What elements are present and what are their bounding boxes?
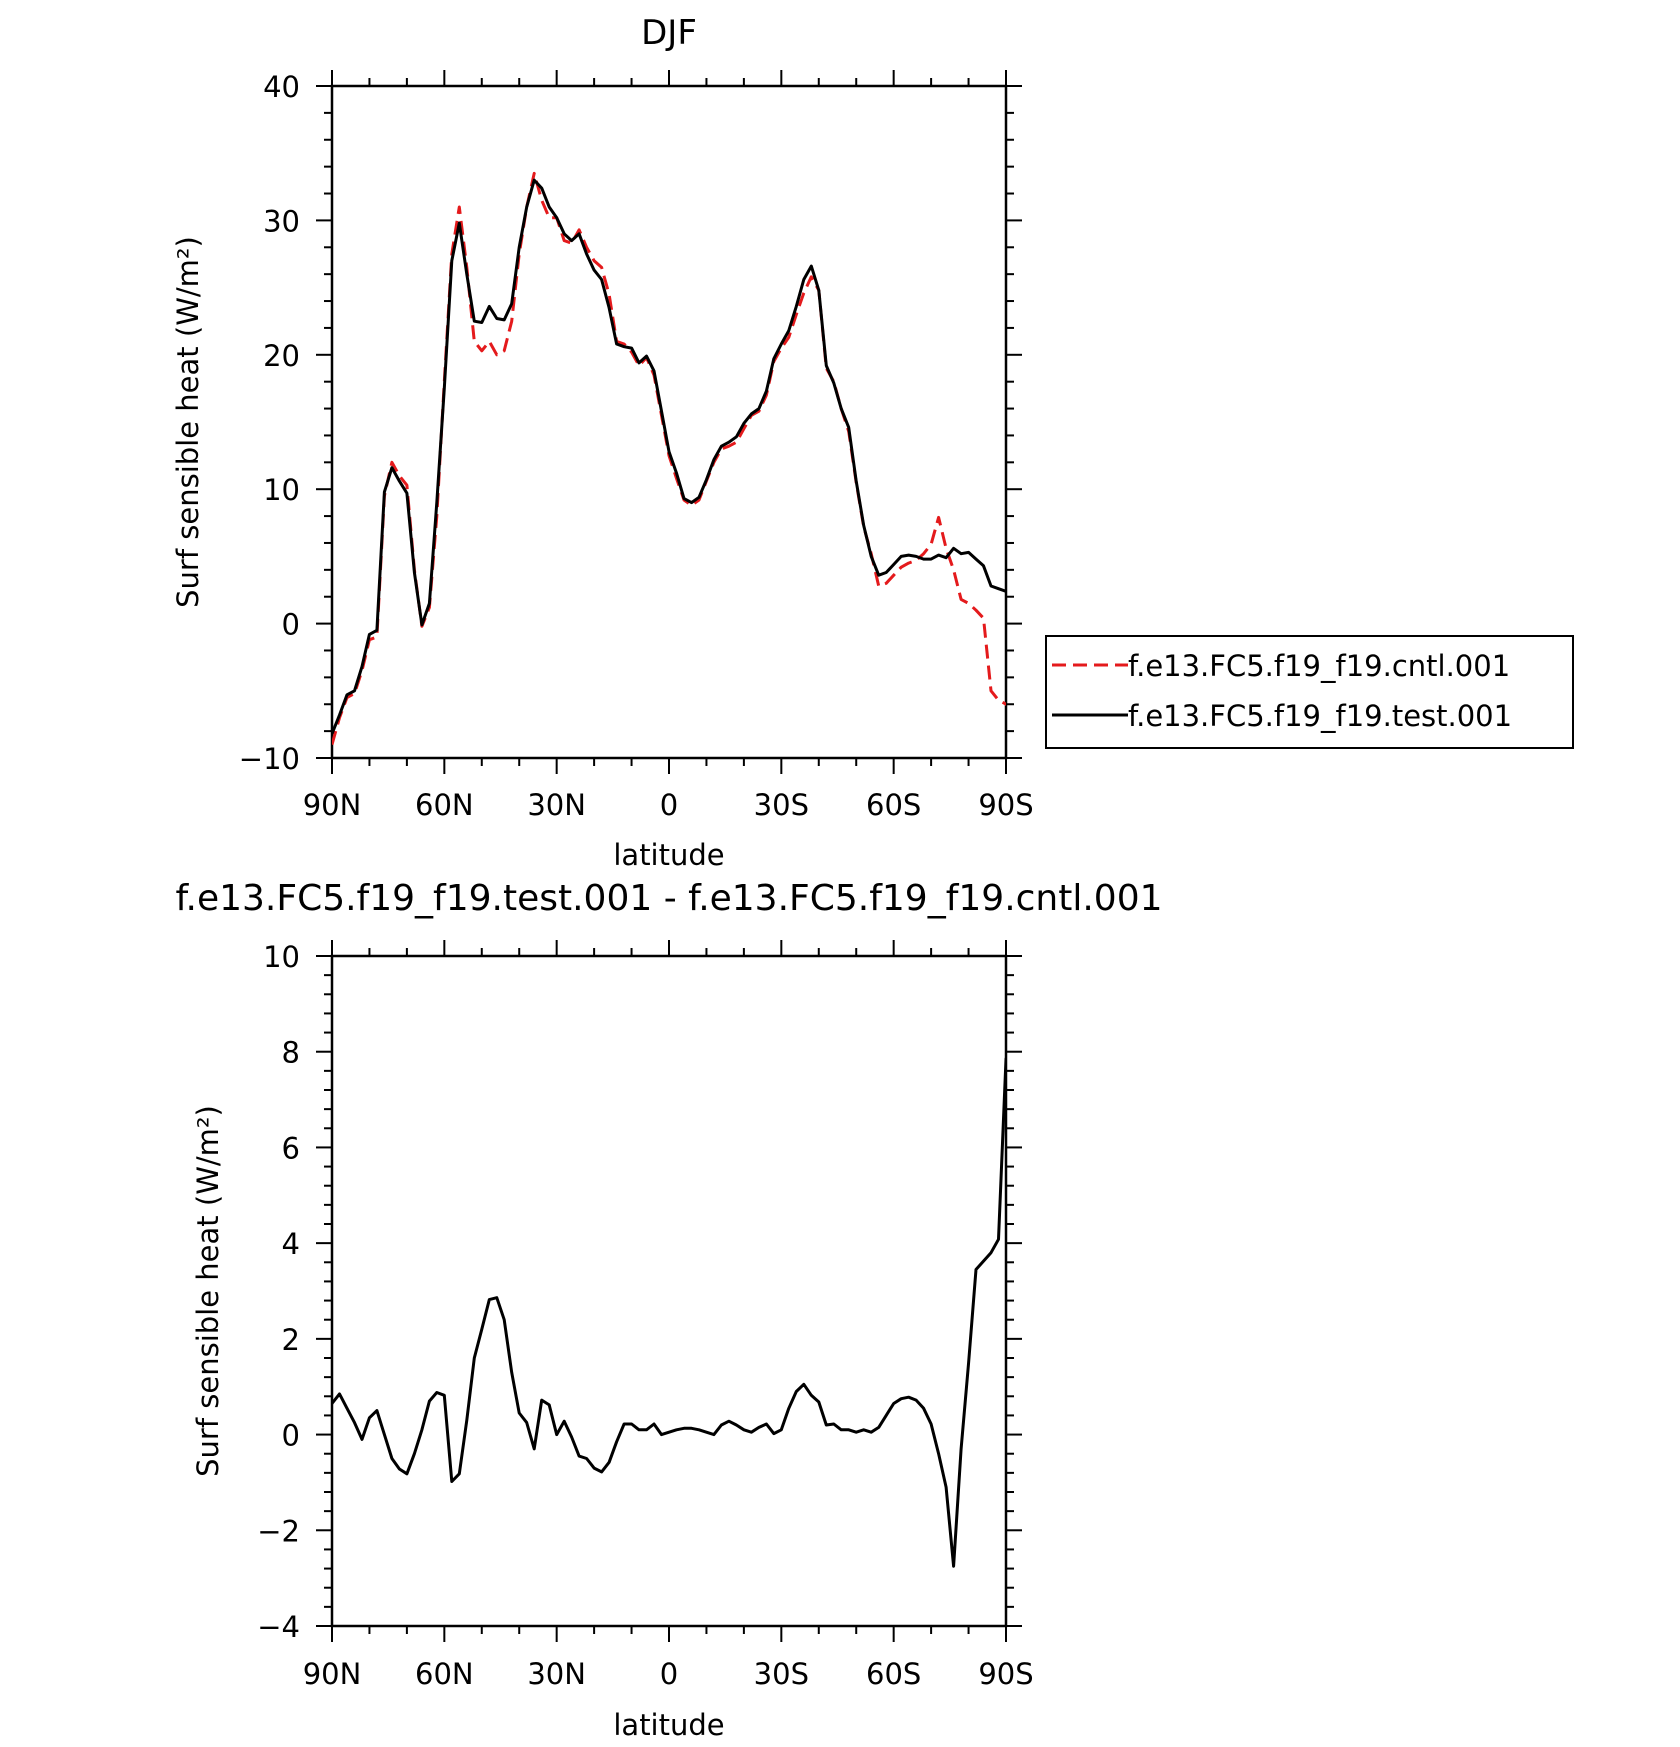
y-tick-label: 10: [263, 473, 300, 507]
x-tick-label: 60S: [866, 788, 921, 822]
x-tick-label: 90S: [978, 788, 1033, 822]
x-tick-label: 60S: [866, 1657, 921, 1691]
plot-frame: [330, 954, 1008, 1628]
x-tick-label: 60N: [415, 1657, 474, 1691]
y-tick-label: 30: [263, 204, 300, 238]
series-line-difference: [332, 1055, 1006, 1568]
y-tick-label: −10: [239, 742, 300, 776]
x-axis-label: latitude: [613, 838, 724, 872]
y-tick-label: 2: [282, 1323, 300, 1357]
y-axis-label: Surf sensible heat (W/m²): [171, 236, 205, 608]
series-line-test: [332, 178, 1006, 735]
y-tick-label: −2: [257, 1514, 300, 1548]
y-tick-label: 10: [263, 940, 300, 974]
y-tick-label: 8: [282, 1036, 300, 1070]
x-tick-label: 90N: [303, 788, 362, 822]
y-tick-label: 20: [263, 339, 300, 373]
plot-frame: [330, 84, 1008, 760]
chart-title: f.e13.FC5.f19_f19.test.001 - f.e13.FC5.f…: [175, 878, 1162, 919]
legend: f.e13.FC5.f19_f19.cntl.001 f.e13.FC5.f19_…: [1045, 635, 1574, 749]
y-axis-label: Surf sensible heat (W/m²): [191, 1105, 225, 1477]
x-tick-label: 0: [660, 1657, 678, 1691]
y-tick-label: 0: [282, 1419, 300, 1453]
y-tick-label: −4: [257, 1610, 300, 1644]
x-tick-label: 30N: [527, 788, 586, 822]
x-tick-label: 60N: [415, 788, 474, 822]
legend-label: f.e13.FC5.f19_f19.test.001: [1128, 699, 1512, 733]
legend-label: f.e13.FC5.f19_f19.cntl.001: [1128, 649, 1510, 683]
bottom-panel: f.e13.FC5.f19_f19.test.001 - f.e13.FC5.f…: [175, 878, 1162, 1742]
y-tick-label: 6: [282, 1131, 300, 1165]
y-tick-label: 4: [282, 1227, 300, 1261]
x-axis-label: latitude: [613, 1708, 724, 1742]
x-tick-label: 30N: [527, 1657, 586, 1691]
series-group: [332, 1055, 1006, 1568]
series-line-cntl: [332, 171, 1006, 746]
x-tick-label: 0: [660, 788, 678, 822]
series-group: [332, 171, 1006, 746]
chart-title: DJF: [641, 13, 697, 53]
x-tick-label: 30S: [754, 1657, 809, 1691]
x-tick-label: 90N: [303, 1657, 362, 1691]
y-tick-label: 0: [282, 608, 300, 642]
x-tick-label: 30S: [754, 788, 809, 822]
y-tick-label: 40: [263, 70, 300, 104]
top-panel: DJF −10 0 10 20 30 40 90N 60N 30N 0 30S 60S 90S latitu…: [171, 13, 1034, 872]
legend-box: [1045, 635, 1574, 749]
x-tick-label: 90S: [978, 1657, 1033, 1691]
